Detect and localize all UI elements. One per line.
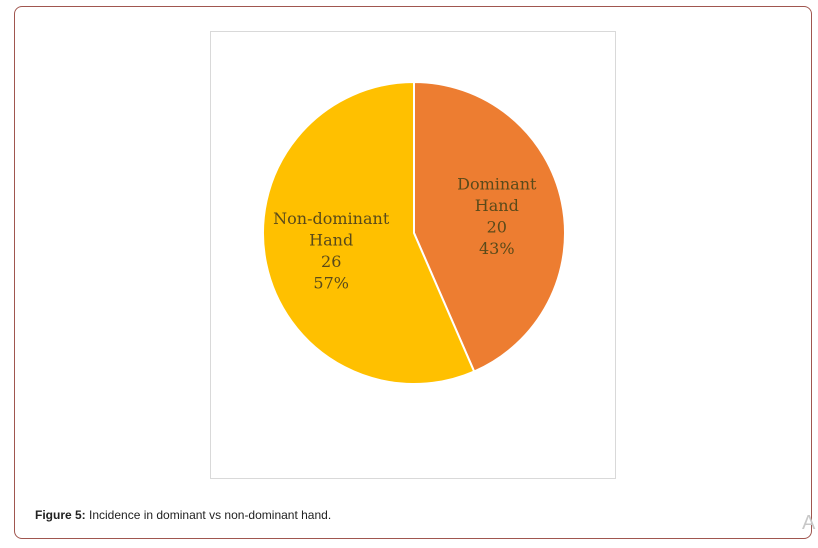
slice-label-line: Dominant bbox=[457, 175, 537, 194]
pie-slice-0 bbox=[413, 80, 566, 373]
figure-card: Dominant Hand 20 43% Non-dominant Hand 26 57% F… bbox=[14, 6, 812, 539]
pie-slice-1 bbox=[262, 80, 476, 385]
caption-label: Figure 5: bbox=[35, 508, 86, 522]
pie-chart: Dominant Hand 20 43% Non-dominant Hand 26 57% bbox=[262, 80, 566, 385]
chart-frame: Dominant Hand 20 43% Non-dominant Hand 26 57% bbox=[210, 31, 616, 479]
slice-label-line: 57% bbox=[313, 273, 349, 292]
figure-caption: Figure 5: Incidence in dominant vs non-d… bbox=[35, 508, 331, 522]
slice-label-line: 26 bbox=[321, 252, 341, 271]
slice-label-line: Hand bbox=[475, 196, 519, 215]
caption-text: Incidence in dominant vs non-dominant ha… bbox=[85, 508, 332, 522]
slice-label-line: 20 bbox=[487, 218, 507, 237]
slice-label-1: Non-dominant Hand 26 57% bbox=[273, 209, 390, 293]
corner-mark: A bbox=[802, 512, 816, 534]
slice-label-0: Dominant Hand 20 43% bbox=[457, 175, 537, 259]
slice-label-line: Non-dominant bbox=[273, 209, 390, 228]
slice-label-line: Hand bbox=[309, 230, 353, 249]
slice-label-line: 43% bbox=[479, 239, 515, 258]
